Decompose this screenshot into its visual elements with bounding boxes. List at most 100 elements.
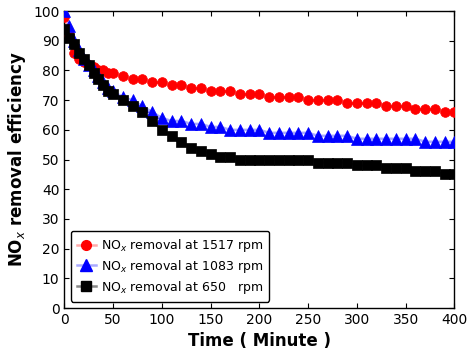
NO$_x$ removal at 1083 rpm	[198, 122, 204, 126]
NO$_x$ removal at 1083 rpm	[76, 47, 82, 52]
NO$_x$ removal at 650   rpm	[315, 160, 321, 164]
NO$_x$ removal at 1083 rpm	[422, 140, 428, 144]
NO$_x$ removal at 650   rpm	[354, 163, 359, 168]
NO$_x$ removal at 1517 rpm	[412, 107, 418, 111]
NO$_x$ removal at 650   rpm	[442, 172, 447, 177]
NO$_x$ removal at 1083 rpm	[140, 104, 145, 108]
NO$_x$ removal at 1083 rpm	[383, 137, 389, 141]
NO$_x$ removal at 1083 rpm	[159, 116, 165, 120]
NO$_x$ removal at 650   rpm	[91, 71, 96, 75]
NO$_x$ removal at 650   rpm	[198, 148, 204, 153]
NO$_x$ removal at 1083 rpm	[412, 137, 418, 141]
NO$_x$ removal at 1517 rpm	[198, 86, 204, 90]
NO$_x$ removal at 650   rpm	[149, 119, 155, 123]
NO$_x$ removal at 650   rpm	[237, 157, 243, 162]
NO$_x$ removal at 650   rpm	[256, 157, 262, 162]
NO$_x$ removal at 650   rpm	[227, 155, 233, 159]
NO$_x$ removal at 1083 rpm	[442, 140, 447, 144]
NO$_x$ removal at 1083 rpm	[100, 80, 106, 84]
NO$_x$ removal at 1517 rpm	[140, 77, 145, 82]
NO$_x$ removal at 1083 rpm	[237, 128, 243, 132]
NO$_x$ removal at 1083 rpm	[188, 122, 194, 126]
NO$_x$ removal at 1517 rpm	[105, 71, 111, 75]
NO$_x$ removal at 1083 rpm	[305, 131, 311, 135]
NO$_x$ removal at 1517 rpm	[159, 80, 165, 84]
NO$_x$ removal at 1517 rpm	[256, 92, 262, 96]
NO$_x$ removal at 650   rpm	[218, 155, 223, 159]
NO$_x$ removal at 1083 rpm	[208, 125, 213, 129]
NO$_x$ removal at 650   rpm	[247, 157, 253, 162]
NO$_x$ removal at 1517 rpm	[393, 104, 399, 108]
NO$_x$ removal at 1083 rpm	[227, 128, 233, 132]
NO$_x$ removal at 650   rpm	[169, 134, 175, 138]
NO$_x$ removal at 1083 rpm	[130, 98, 135, 102]
NO$_x$ removal at 1517 rpm	[237, 92, 243, 96]
NO$_x$ removal at 1517 rpm	[188, 86, 194, 90]
NO$_x$ removal at 1083 rpm	[452, 140, 457, 144]
Line: NO$_x$ removal at 650   rpm: NO$_x$ removal at 650 rpm	[60, 24, 459, 179]
NO$_x$ removal at 1083 rpm	[110, 89, 116, 93]
NO$_x$ removal at 1083 rpm	[61, 9, 67, 13]
NO$_x$ removal at 1083 rpm	[344, 134, 350, 138]
Line: NO$_x$ removal at 1083 rpm: NO$_x$ removal at 1083 rpm	[59, 5, 460, 147]
NO$_x$ removal at 1517 rpm	[71, 51, 77, 55]
NO$_x$ removal at 650   rpm	[432, 169, 438, 174]
NO$_x$ removal at 1517 rpm	[247, 92, 253, 96]
NO$_x$ removal at 1517 rpm	[76, 57, 82, 61]
NO$_x$ removal at 1517 rpm	[169, 83, 175, 88]
NO$_x$ removal at 650   rpm	[100, 83, 106, 88]
NO$_x$ removal at 1517 rpm	[354, 101, 359, 105]
NO$_x$ removal at 1083 rpm	[315, 134, 321, 138]
NO$_x$ removal at 1083 rpm	[403, 137, 408, 141]
NO$_x$ removal at 1083 rpm	[374, 137, 379, 141]
NO$_x$ removal at 650   rpm	[76, 51, 82, 55]
NO$_x$ removal at 1083 rpm	[96, 74, 101, 79]
NO$_x$ removal at 1083 rpm	[86, 62, 92, 67]
NO$_x$ removal at 1517 rpm	[218, 89, 223, 93]
NO$_x$ removal at 1083 rpm	[286, 131, 291, 135]
NO$_x$ removal at 650   rpm	[208, 151, 213, 156]
NO$_x$ removal at 1517 rpm	[432, 107, 438, 111]
NO$_x$ removal at 1517 rpm	[422, 107, 428, 111]
NO$_x$ removal at 1083 rpm	[120, 95, 126, 99]
NO$_x$ removal at 650   rpm	[120, 98, 126, 102]
NO$_x$ removal at 1517 rpm	[81, 59, 87, 64]
NO$_x$ removal at 650   rpm	[422, 169, 428, 174]
NO$_x$ removal at 1083 rpm	[325, 134, 331, 138]
NO$_x$ removal at 1083 rpm	[296, 131, 301, 135]
NO$_x$ removal at 1083 rpm	[66, 24, 72, 28]
NO$_x$ removal at 1517 rpm	[91, 66, 96, 70]
NO$_x$ removal at 650   rpm	[178, 140, 184, 144]
Y-axis label: NO$_x$ removal efficiency: NO$_x$ removal efficiency	[6, 52, 27, 267]
NO$_x$ removal at 1083 rpm	[169, 119, 175, 123]
NO$_x$ removal at 1517 rpm	[305, 98, 311, 102]
NO$_x$ removal at 1517 rpm	[452, 110, 457, 114]
NO$_x$ removal at 1517 rpm	[120, 74, 126, 79]
NO$_x$ removal at 650   rpm	[364, 163, 369, 168]
NO$_x$ removal at 1083 rpm	[81, 57, 87, 61]
NO$_x$ removal at 1517 rpm	[286, 95, 291, 99]
NO$_x$ removal at 650   rpm	[105, 89, 111, 93]
NO$_x$ removal at 1083 rpm	[105, 86, 111, 90]
NO$_x$ removal at 650   rpm	[140, 110, 145, 114]
NO$_x$ removal at 650   rpm	[286, 157, 291, 162]
X-axis label: Time ( Minute ): Time ( Minute )	[188, 333, 331, 350]
NO$_x$ removal at 650   rpm	[305, 157, 311, 162]
NO$_x$ removal at 1517 rpm	[130, 77, 135, 82]
NO$_x$ removal at 1083 rpm	[218, 125, 223, 129]
NO$_x$ removal at 650   rpm	[159, 128, 165, 132]
NO$_x$ removal at 650   rpm	[344, 160, 350, 164]
Line: NO$_x$ removal at 1517 rpm: NO$_x$ removal at 1517 rpm	[60, 12, 459, 117]
NO$_x$ removal at 650   rpm	[403, 166, 408, 171]
NO$_x$ removal at 650   rpm	[188, 146, 194, 150]
NO$_x$ removal at 1083 rpm	[276, 131, 281, 135]
NO$_x$ removal at 1517 rpm	[334, 98, 340, 102]
NO$_x$ removal at 1517 rpm	[66, 33, 72, 37]
NO$_x$ removal at 1517 rpm	[149, 80, 155, 84]
NO$_x$ removal at 650   rpm	[110, 92, 116, 96]
NO$_x$ removal at 650   rpm	[383, 166, 389, 171]
NO$_x$ removal at 1083 rpm	[393, 137, 399, 141]
NO$_x$ removal at 650   rpm	[71, 42, 77, 46]
NO$_x$ removal at 1083 rpm	[266, 131, 272, 135]
NO$_x$ removal at 1083 rpm	[149, 110, 155, 114]
